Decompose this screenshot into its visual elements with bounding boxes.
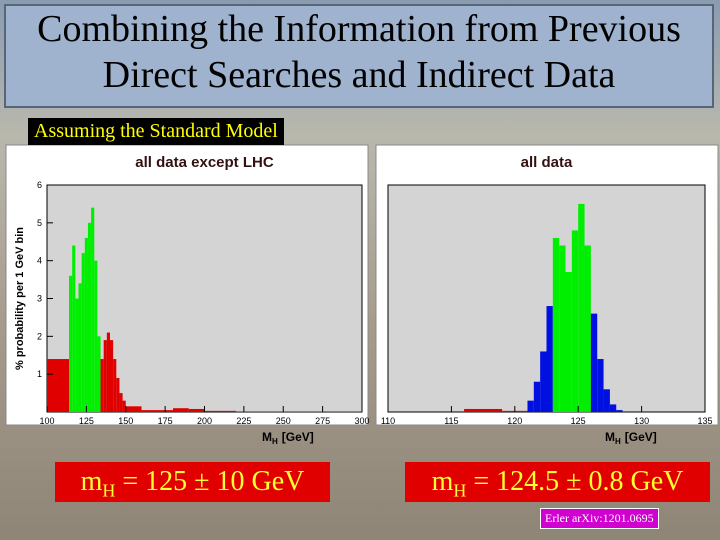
symbol: m — [80, 466, 103, 497]
x-tick-label: 120 — [507, 416, 522, 426]
y-tick-label: 6 — [37, 180, 42, 190]
bar — [87, 222, 92, 412]
unit: [GeV] — [282, 430, 314, 444]
bar — [552, 237, 560, 412]
citation: Erler arXiv:1201.0695 — [540, 508, 659, 529]
bar — [97, 336, 101, 412]
y-tick-label: 3 — [37, 294, 42, 304]
bar — [91, 207, 95, 412]
bar — [81, 253, 85, 412]
subtitle: Assuming the Standard Model — [28, 118, 284, 145]
bar — [100, 359, 104, 412]
subscript: H — [615, 437, 621, 446]
bar — [540, 351, 547, 412]
bar — [565, 272, 572, 412]
x-tick-label: 150 — [118, 416, 133, 426]
x-tick-label: 250 — [276, 416, 291, 426]
x-tick-label: 175 — [158, 416, 173, 426]
bar — [106, 332, 110, 412]
bar — [69, 275, 73, 412]
bar — [122, 400, 126, 412]
bar — [173, 408, 189, 412]
bar — [113, 359, 117, 412]
bar — [141, 410, 166, 412]
y-tick-label: 5 — [37, 218, 42, 228]
x-tick-label: 275 — [315, 416, 330, 426]
bar — [116, 377, 120, 412]
x-tick-label: 135 — [697, 416, 712, 426]
bar — [546, 306, 553, 412]
x-tick-label: 115 — [444, 416, 458, 426]
symbol: M — [605, 430, 615, 444]
x-tick-label: 110 — [381, 416, 395, 426]
bar — [464, 408, 503, 412]
bar — [103, 340, 107, 412]
x-tick-label: 125 — [571, 416, 586, 426]
x-tick-label: 100 — [39, 416, 54, 426]
bar — [47, 359, 70, 412]
symbol: m — [431, 466, 454, 497]
bar — [584, 245, 591, 412]
bar — [616, 410, 623, 412]
slide-title: Combining the Information from Previous … — [4, 4, 714, 108]
bar — [119, 393, 123, 412]
x-tick-label: 125 — [79, 416, 94, 426]
value: = 125 ± 10 GeV — [122, 466, 305, 497]
bar — [204, 410, 236, 412]
bar — [72, 245, 76, 412]
subscript: H — [453, 480, 467, 501]
subscript: H — [272, 437, 278, 446]
bar — [571, 230, 579, 412]
bar — [603, 389, 610, 412]
bar — [94, 260, 98, 412]
result: mH = 125 ± 10 GeV — [55, 462, 330, 502]
subscript: H — [102, 480, 116, 501]
bar — [609, 404, 617, 412]
bar — [188, 408, 205, 412]
x-axis-label: MH [GeV] — [605, 430, 657, 446]
chart-title: all data — [521, 154, 573, 171]
bar — [110, 340, 114, 412]
x-tick-label: 300 — [354, 416, 369, 426]
bar — [84, 237, 88, 412]
value: = 124.5 ± 0.8 GeV — [473, 466, 684, 497]
result: mH = 124.5 ± 0.8 GeV — [405, 462, 710, 502]
y-tick-label: 2 — [37, 331, 42, 341]
bar — [527, 400, 534, 412]
chart-title: all data except LHC — [135, 154, 274, 171]
bar — [75, 298, 79, 412]
y-tick-label: 1 — [37, 369, 42, 379]
y-axis-label: % probability per 1 GeV bin — [14, 227, 26, 370]
bar — [125, 406, 142, 412]
bar — [578, 203, 585, 412]
bar — [533, 381, 541, 412]
bar — [559, 245, 566, 412]
unit: [GeV] — [625, 430, 657, 444]
y-tick-label: 4 — [37, 256, 42, 266]
symbol: M — [262, 430, 272, 444]
x-tick-label: 200 — [197, 416, 212, 426]
bar — [78, 283, 82, 412]
bar — [590, 313, 598, 412]
bar — [165, 410, 173, 412]
x-axis-label: MH [GeV] — [262, 430, 314, 446]
x-tick-label: 130 — [634, 416, 649, 426]
bar — [597, 359, 604, 412]
x-tick-label: 225 — [236, 416, 251, 426]
